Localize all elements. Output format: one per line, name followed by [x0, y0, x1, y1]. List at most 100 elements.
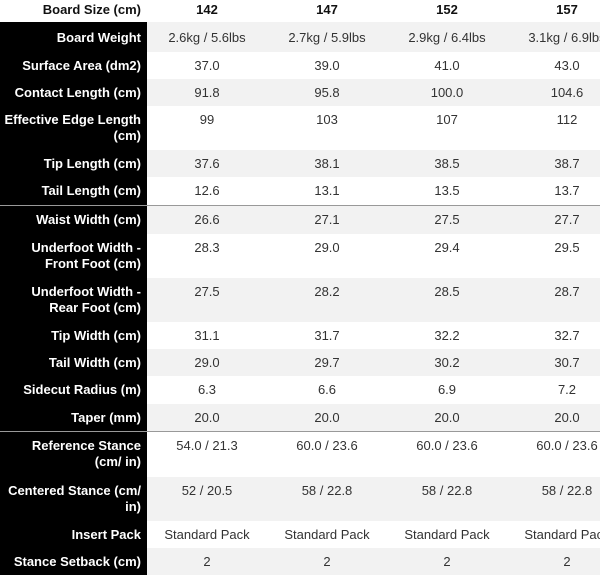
row-label: Reference Stance (cm/ in)	[0, 431, 147, 477]
table-row: Centered Stance (cm/ in) 52 / 20.5 58 / 22…	[0, 477, 600, 521]
cell-value: 30.2	[387, 349, 507, 376]
row-label: Underfoot Width - Rear Foot (cm)	[0, 278, 147, 322]
cell-value: 58 / 22.8	[387, 477, 507, 521]
cell-value: 58 / 22.8	[267, 477, 387, 521]
row-label: Tail Width (cm)	[0, 349, 147, 376]
row-label: Taper (mm)	[0, 404, 147, 432]
cell-value: 20.0	[267, 404, 387, 432]
row-label: Tail Length (cm)	[0, 177, 147, 206]
table-row: Tip Width (cm) 31.1 31.7 32.2 32.7	[0, 322, 600, 349]
cell-value: 54.0 / 21.3	[147, 431, 267, 477]
cell-value: 41.0	[434, 58, 460, 73]
table-row: Underfoot Width - Front Foot (cm) 28.3 29.…	[0, 234, 600, 278]
cell-value: Standard Pack	[404, 527, 490, 542]
table-row: Contact Length (cm) 91.8 95.8 100.0 104.6	[0, 79, 600, 106]
row-label: Board Weight	[0, 22, 147, 52]
table-row: Sidecut Radius (m) 6.3 6.6 6.9 7.2	[0, 376, 600, 404]
table-row: Underfoot Width - Rear Foot (cm) 27.5 28.2…	[0, 278, 600, 322]
cell-value: 26.6	[147, 205, 267, 234]
cell-value: 107	[436, 112, 458, 127]
cell-value: 2	[507, 548, 600, 575]
cell-value: 2.7kg / 5.9lbs	[267, 22, 387, 52]
cell-value: 27.5	[147, 278, 267, 322]
cell-value: 13.7	[554, 183, 580, 198]
table-row: Tail Width (cm) 29.0 29.7 30.2 30.7	[0, 349, 600, 376]
table-row: Surface Area (dm2) 37.0 39.0 41.0 43.0	[0, 52, 600, 79]
row-label: Surface Area (dm2)	[0, 52, 147, 79]
cell-value: 2	[267, 548, 387, 575]
cell-value: Standard Pack	[284, 527, 370, 542]
cell-value: 39.0	[314, 58, 340, 73]
cell-value: 31.7	[314, 328, 340, 343]
row-label: Stance Setback (cm)	[0, 548, 147, 575]
cell-value: 32.7	[554, 328, 580, 343]
cell-value: Standard Pack	[164, 527, 250, 542]
cell-value: 58 / 22.8	[507, 477, 600, 521]
cell-value: 13.1	[314, 183, 340, 198]
cell-value: 29.0	[147, 349, 267, 376]
table-row: Tip Length (cm) 37.6 38.1 38.5 38.7	[0, 150, 600, 177]
cell-value: 3.1kg / 6.9lbs	[507, 22, 600, 52]
row-label: Sidecut Radius (m)	[0, 376, 147, 404]
row-label: Insert Pack	[0, 521, 147, 548]
row-label: Underfoot Width - Front Foot (cm)	[0, 234, 147, 278]
row-label: Tip Width (cm)	[0, 322, 147, 349]
cell-value: 112	[556, 112, 578, 127]
cell-value: 20.0	[507, 404, 600, 432]
cell-value: 37.6	[147, 150, 267, 177]
cell-value: 2	[147, 548, 267, 575]
cell-value: 52 / 20.5	[147, 477, 267, 521]
cell-value: 152	[387, 0, 507, 22]
table-row: Reference Stance (cm/ in) 54.0 / 21.3 60.0…	[0, 431, 600, 477]
cell-value: 147	[267, 0, 387, 22]
cell-value: 37.0	[194, 58, 220, 73]
cell-value: 12.6	[194, 183, 220, 198]
cell-value: 2.6kg / 5.6lbs	[147, 22, 267, 52]
cell-value: 32.2	[434, 328, 460, 343]
cell-value: 38.7	[507, 150, 600, 177]
cell-value: 7.2	[557, 382, 577, 397]
cell-value: 103	[316, 112, 338, 127]
cell-value: 28.3	[194, 240, 220, 255]
cell-value: 29.7	[267, 349, 387, 376]
cell-value: 60.0 / 23.6	[387, 431, 507, 477]
cell-value: 60.0 / 23.6	[507, 431, 600, 477]
cell-value: 20.0	[147, 404, 267, 432]
table-row: Effective Edge Length (cm) 99 103 107 112	[0, 106, 600, 150]
cell-value: 27.1	[267, 205, 387, 234]
cell-value: 6.9	[437, 382, 457, 397]
cell-value: 6.3	[197, 382, 217, 397]
table-row: Insert Pack Standard Pack Standard Pack Sta…	[0, 521, 600, 548]
cell-value: 157	[507, 0, 600, 22]
cell-value: 29.0	[314, 240, 340, 255]
table-row: Stance Setback (cm) 2 2 2 2	[0, 548, 600, 575]
header-row: Board Size (cm) 142 147 152 157	[0, 0, 600, 22]
cell-value: 100.0	[387, 79, 507, 106]
cell-value: 38.1	[267, 150, 387, 177]
row-label: Board Size (cm)	[0, 0, 147, 22]
cell-value: 29.4	[434, 240, 460, 255]
cell-value: 104.6	[507, 79, 600, 106]
cell-value: 99	[199, 112, 215, 127]
cell-value: 31.1	[194, 328, 220, 343]
table-row: Waist Width (cm) 26.6 27.1 27.5 27.7	[0, 205, 600, 234]
cell-value: Standard Pack	[524, 527, 600, 542]
cell-value: 6.6	[317, 382, 337, 397]
row-label: Centered Stance (cm/ in)	[0, 477, 147, 521]
cell-value: 95.8	[267, 79, 387, 106]
table-row: Taper (mm) 20.0 20.0 20.0 20.0	[0, 404, 600, 432]
cell-value: 91.8	[147, 79, 267, 106]
cell-value: 38.5	[387, 150, 507, 177]
cell-value: 28.2	[267, 278, 387, 322]
cell-value: 2.9kg / 6.4lbs	[387, 22, 507, 52]
table-row: Board Weight 2.6kg / 5.6lbs 2.7kg / 5.9lbs…	[0, 22, 600, 52]
cell-value: 2	[387, 548, 507, 575]
cell-value: 60.0 / 23.6	[267, 431, 387, 477]
cell-value: 27.7	[507, 205, 600, 234]
cell-value: 27.5	[387, 205, 507, 234]
row-label: Effective Edge Length (cm)	[0, 106, 147, 150]
cell-value: 142	[147, 0, 267, 22]
row-label: Contact Length (cm)	[0, 79, 147, 106]
cell-value: 29.5	[554, 240, 580, 255]
